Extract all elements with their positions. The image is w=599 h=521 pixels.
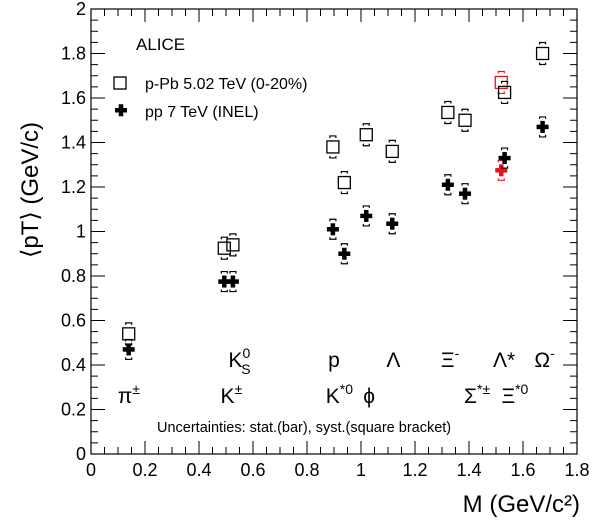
x-tick-label: 0.2	[132, 460, 157, 480]
legend-label-pp: pp 7 TeV (INEL)	[145, 104, 259, 121]
pp-data-point	[498, 147, 511, 169]
pp-data-point	[386, 213, 399, 235]
legend-marker-open-square	[113, 76, 127, 90]
pp-data-point	[226, 270, 239, 293]
ppb-data-point	[441, 100, 455, 125]
particle-label: K*0	[326, 381, 353, 408]
x-tick-label: 1.4	[456, 460, 481, 480]
pp-data-point	[338, 243, 351, 265]
x-tick-label: 0.8	[294, 460, 319, 480]
pp-data-point	[459, 183, 472, 205]
pp-data-point	[326, 218, 339, 240]
legend-label-ppb: p-Pb 5.02 TeV (0-20%)	[145, 76, 307, 93]
y-tick-label: 2	[76, 0, 86, 19]
chart-header: ALICE	[136, 35, 185, 54]
ppb-data-point	[226, 233, 240, 257]
y-tick-label: 0.8	[61, 266, 86, 286]
particle-label: π±	[118, 381, 141, 408]
pp-data-point	[218, 270, 231, 293]
y-tick-label: 0	[76, 444, 86, 464]
y-tick-label: 1.4	[61, 133, 86, 153]
y-tick-label: 0.6	[61, 311, 86, 331]
particle-label: Ω-	[534, 345, 555, 372]
y-tick-label: 0.4	[61, 355, 86, 375]
legend: p-Pb 5.02 TeV (0-20%) pp 7 TeV (INEL)	[113, 76, 307, 121]
ppb-data-point	[535, 41, 550, 66]
particle-label: K±	[221, 381, 243, 408]
x-tick-label: 1.8	[564, 460, 589, 480]
particle-label: p	[328, 349, 340, 372]
y-tick-label: 1.6	[61, 88, 86, 108]
pp-data-point	[441, 174, 454, 196]
particle-label: ϕ	[363, 385, 375, 408]
ppb-data-point	[337, 170, 351, 195]
ppb-data-point	[359, 123, 373, 147]
particle-label: Λ*	[493, 349, 515, 372]
ppb-data-point	[217, 236, 231, 260]
ppb-data-point	[458, 108, 472, 132]
legend-marker-filled-cross	[115, 104, 127, 117]
uncertainty-note: Uncertainties: stat.(bar), syst.(square …	[157, 420, 451, 436]
x-tick-label: 1.2	[402, 460, 427, 480]
y-axis-title: ⟨pT⟩ (GeV/c)	[17, 122, 44, 258]
pp-data-point	[360, 205, 373, 227]
x-tick-label: 1	[356, 460, 366, 480]
particle-label: Λ	[386, 349, 400, 372]
y-tick-label: 0.2	[61, 400, 86, 420]
pp-data-point	[122, 338, 135, 361]
particle-label: Ξ*0	[501, 381, 528, 408]
x-tick-label: 1.6	[510, 460, 535, 480]
y-tick-label: 1.2	[61, 177, 86, 197]
ppb-data-point	[385, 139, 399, 163]
particle-label: Ξ-	[441, 345, 460, 372]
x-tick-label: 0.6	[240, 460, 265, 480]
ppb-data-point	[122, 322, 136, 346]
particle-label: Σ*±	[464, 381, 490, 408]
ppb-data-point	[326, 135, 340, 159]
x-tick-label: 0.4	[186, 460, 211, 480]
particle-label: K0 S	[228, 345, 250, 377]
x-tick-label: 0	[86, 460, 96, 480]
x-axis-title: M (GeV/c²)	[463, 491, 580, 518]
y-tick-label: 1	[76, 222, 86, 242]
y-tick-label: 1.8	[61, 44, 86, 64]
pp-data-point	[536, 116, 549, 138]
ppb-data-point	[497, 80, 512, 105]
